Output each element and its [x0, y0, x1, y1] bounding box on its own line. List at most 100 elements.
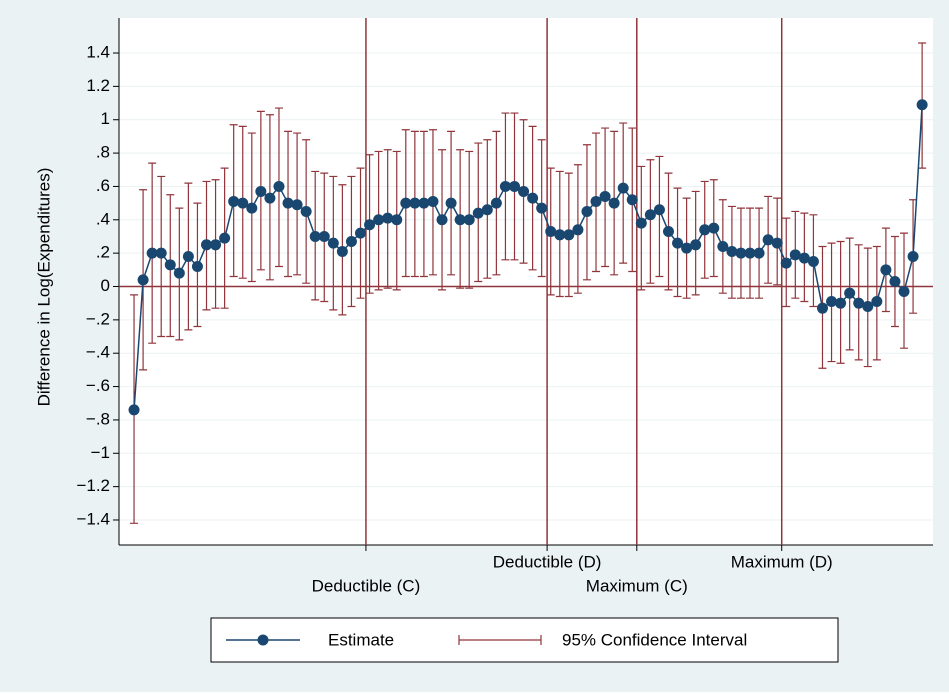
marker	[545, 225, 557, 237]
marker	[789, 249, 801, 261]
marker	[436, 214, 448, 226]
marker	[300, 205, 312, 217]
marker	[373, 214, 385, 226]
marker	[862, 301, 874, 313]
y-tick-label: 1	[101, 109, 110, 128]
marker	[563, 229, 575, 241]
marker	[762, 234, 774, 246]
plot-area	[119, 18, 933, 545]
marker	[264, 192, 276, 204]
marker	[427, 195, 439, 207]
marker	[355, 227, 367, 239]
marker	[201, 239, 213, 251]
marker	[336, 245, 348, 257]
marker	[807, 255, 819, 267]
marker	[916, 99, 928, 111]
marker	[237, 197, 249, 209]
y-tick-label: −.6	[86, 376, 110, 395]
marker	[327, 237, 339, 249]
marker	[536, 202, 548, 214]
y-tick-label: .6	[96, 176, 110, 195]
marker	[617, 182, 629, 194]
y-tick-label: −1.2	[76, 476, 110, 495]
y-tick-label: 1.4	[86, 43, 110, 62]
marker	[816, 302, 828, 314]
marker	[228, 195, 240, 207]
marker	[880, 264, 892, 276]
marker	[128, 404, 140, 416]
marker	[318, 230, 330, 242]
marker	[590, 195, 602, 207]
y-tick-label: −.2	[86, 309, 110, 328]
marker	[463, 214, 475, 226]
marker	[382, 212, 394, 224]
marker	[499, 180, 511, 192]
marker	[246, 202, 258, 214]
marker	[345, 235, 357, 247]
marker	[481, 204, 493, 216]
error-bar	[655, 155, 664, 278]
marker	[155, 247, 167, 259]
marker	[826, 296, 838, 308]
marker	[635, 217, 647, 229]
marker	[771, 237, 783, 249]
y-tick-label: −1	[91, 443, 110, 462]
marker	[255, 185, 267, 197]
marker	[191, 260, 203, 272]
x-tick-label: Deductible (D)	[493, 552, 602, 571]
marker	[291, 199, 303, 211]
marker	[726, 245, 738, 257]
marker	[708, 222, 720, 234]
marker	[309, 230, 321, 242]
legend-label: Estimate	[328, 630, 394, 649]
marker	[572, 224, 584, 236]
marker	[780, 257, 792, 269]
marker	[164, 259, 176, 271]
marker	[744, 247, 756, 259]
marker	[518, 185, 530, 197]
marker	[490, 197, 502, 209]
series-line	[133, 104, 923, 410]
marker	[844, 287, 856, 299]
marker	[182, 250, 194, 262]
marker	[210, 239, 222, 251]
legend-interval	[458, 635, 542, 645]
marker	[527, 192, 539, 204]
marker	[889, 276, 901, 287]
marker	[672, 237, 684, 249]
marker	[798, 252, 810, 264]
y-tick-label: −1.4	[76, 509, 110, 528]
marker	[554, 229, 566, 241]
marker	[835, 297, 847, 309]
marker	[690, 239, 702, 251]
legend-marker	[257, 634, 269, 646]
marker	[445, 197, 457, 209]
marker	[717, 240, 729, 252]
marker	[599, 190, 611, 202]
marker	[400, 197, 412, 209]
marker	[681, 242, 693, 254]
x-tick-label: Maximum (D)	[731, 552, 833, 571]
marker	[508, 180, 520, 192]
marker	[364, 219, 376, 231]
marker	[273, 180, 285, 192]
y-tick-label: −.8	[86, 409, 110, 428]
marker	[472, 207, 484, 219]
marker	[173, 267, 185, 279]
marker	[391, 214, 403, 226]
error-bar	[646, 159, 655, 284]
y-tick-label: 1.2	[86, 76, 110, 95]
marker	[898, 286, 910, 298]
marker	[146, 247, 158, 259]
legend-label: 95% Confidence Interval	[562, 630, 747, 649]
marker	[137, 274, 149, 286]
marker	[653, 204, 665, 216]
y-tick-label: .8	[96, 143, 110, 162]
marker	[608, 197, 620, 209]
marker	[626, 194, 638, 206]
marker	[662, 225, 674, 237]
x-tick-label: Deductible (C)	[312, 576, 421, 595]
marker	[699, 224, 711, 236]
marker	[282, 197, 294, 209]
